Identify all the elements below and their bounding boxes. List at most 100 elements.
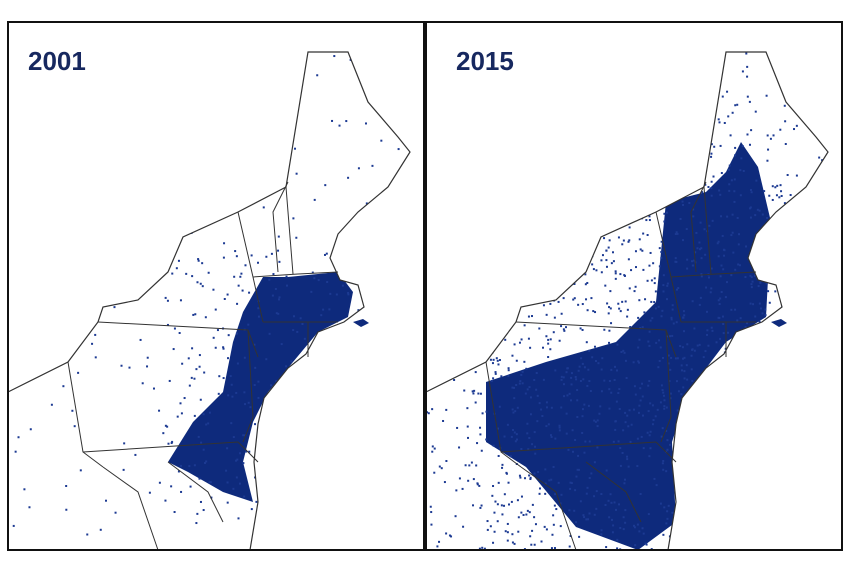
marker <box>558 429 561 432</box>
marker <box>477 392 480 395</box>
marker <box>431 445 434 448</box>
marker <box>619 310 622 313</box>
marker <box>232 487 235 490</box>
marker <box>730 179 733 182</box>
marker <box>292 329 295 332</box>
marker <box>180 412 183 415</box>
marker <box>483 547 486 550</box>
marker <box>647 384 650 387</box>
marker <box>748 143 751 146</box>
marker <box>690 260 693 263</box>
marker <box>623 274 626 277</box>
marker <box>500 504 503 507</box>
marker <box>560 375 563 378</box>
marker <box>674 233 677 236</box>
marker <box>257 307 260 310</box>
state-border <box>670 271 757 278</box>
marker <box>468 464 471 467</box>
marker <box>670 356 673 359</box>
marker <box>700 247 703 250</box>
marker <box>445 532 448 535</box>
marker <box>667 362 670 365</box>
marker <box>552 331 555 334</box>
marker <box>533 516 536 519</box>
marker <box>214 308 217 311</box>
marker <box>624 421 627 424</box>
marker <box>594 311 597 314</box>
marker <box>627 258 630 261</box>
marker <box>235 391 238 394</box>
marker <box>764 308 767 311</box>
marker <box>646 431 649 434</box>
marker <box>783 104 786 107</box>
marker <box>580 357 583 360</box>
marker <box>146 365 149 368</box>
marker <box>708 224 711 227</box>
marker <box>569 481 572 484</box>
marker <box>571 450 574 453</box>
marker <box>654 307 657 310</box>
marker <box>562 376 565 379</box>
marker <box>591 263 594 266</box>
marker <box>660 256 663 259</box>
marker <box>243 495 246 498</box>
marker <box>544 482 547 485</box>
marker <box>767 148 770 151</box>
marker <box>497 427 500 430</box>
marker <box>605 259 608 262</box>
marker <box>663 220 666 223</box>
marker <box>517 530 520 533</box>
marker <box>595 507 598 510</box>
marker <box>671 511 674 514</box>
marker <box>663 407 666 410</box>
marker <box>682 357 685 360</box>
marker <box>604 504 607 507</box>
marker <box>641 527 644 530</box>
marker <box>547 356 550 359</box>
state-border <box>82 441 239 453</box>
marker <box>675 321 678 324</box>
marker <box>658 265 661 268</box>
marker <box>768 194 771 197</box>
marker <box>676 357 679 360</box>
marker <box>584 283 587 286</box>
marker <box>195 368 198 371</box>
marker <box>541 414 544 417</box>
marker <box>458 446 461 449</box>
marker <box>668 380 671 383</box>
marker <box>205 460 208 463</box>
marker <box>665 298 668 301</box>
marker <box>610 518 613 521</box>
marker <box>624 509 627 512</box>
marker <box>239 452 242 455</box>
marker <box>744 326 747 329</box>
marker <box>746 75 749 78</box>
marker <box>615 400 618 403</box>
marker <box>166 425 169 428</box>
marker <box>636 465 639 468</box>
marker <box>529 478 532 481</box>
marker <box>584 273 587 276</box>
marker <box>146 356 149 359</box>
marker <box>662 274 665 277</box>
marker <box>579 500 582 503</box>
marker <box>520 495 523 498</box>
marker <box>506 531 509 534</box>
marker <box>579 327 582 330</box>
marker <box>329 292 332 295</box>
marker <box>547 423 550 426</box>
marker <box>593 513 596 516</box>
marker <box>491 494 494 497</box>
marker <box>528 386 531 389</box>
marker <box>733 200 736 203</box>
marker <box>700 257 703 260</box>
panel-label: 2001 <box>28 46 86 76</box>
marker <box>675 380 678 383</box>
marker <box>721 234 724 237</box>
marker <box>679 217 682 220</box>
marker <box>686 267 689 270</box>
marker <box>748 100 751 103</box>
marker <box>552 523 555 526</box>
marker <box>736 216 739 219</box>
marker <box>795 124 798 127</box>
